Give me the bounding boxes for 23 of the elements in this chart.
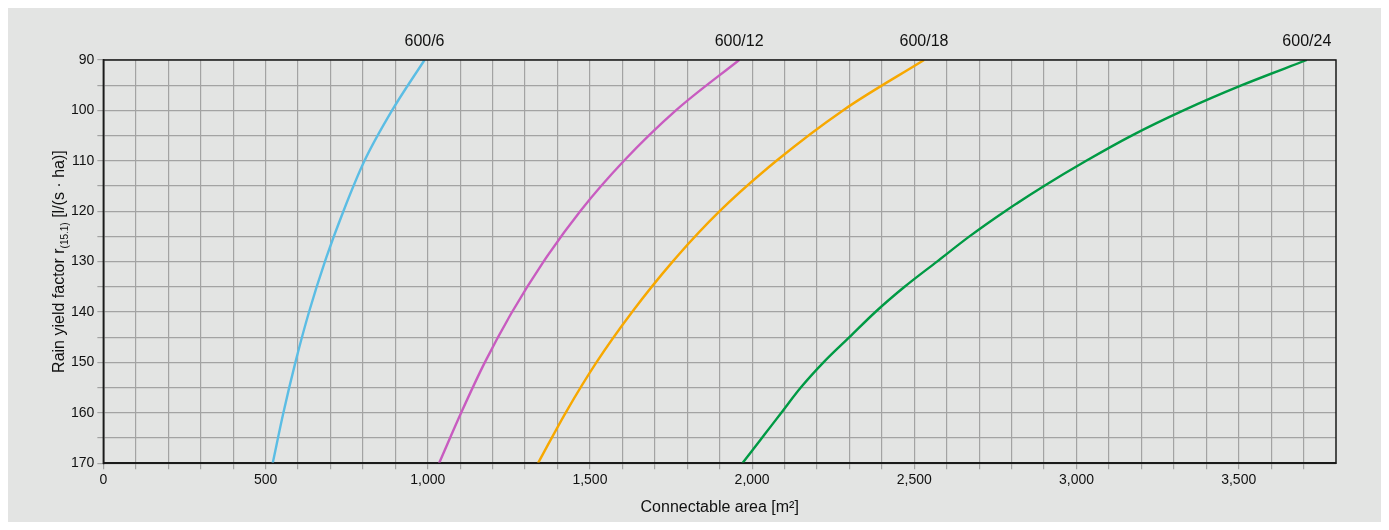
x-tick-label: 1,500 <box>572 471 608 488</box>
y-tick-label: 160 <box>71 403 95 420</box>
series-label: 600/24 <box>1282 32 1332 50</box>
y-tick-label: 100 <box>71 101 95 118</box>
x-tick-label: 2,500 <box>896 471 933 488</box>
x-tick-label: 3,500 <box>1221 471 1257 488</box>
y-axis-title: Rain yield factor r(15.1) [l/(s · ha)] <box>50 150 70 373</box>
x-tick-label: 3,000 <box>1058 471 1095 488</box>
y-tick-label: 90 <box>78 50 95 67</box>
y-tick-label: 140 <box>71 302 95 319</box>
series-label: 600/18 <box>899 32 949 50</box>
x-axis-title: Connectable area [m²] <box>640 498 799 516</box>
series-label: 600/6 <box>404 32 445 50</box>
series-label: 600/12 <box>714 32 764 50</box>
x-tick-label: 2,000 <box>734 471 770 488</box>
y-tick-label: 110 <box>72 151 95 168</box>
x-tick-label: 500 <box>253 471 278 488</box>
y-tick-label: 130 <box>71 252 95 269</box>
y-tick-label: 150 <box>71 353 95 370</box>
y-tick-label: 170 <box>71 454 95 471</box>
x-tick-label: 0 <box>99 471 108 488</box>
y-tick-label: 120 <box>71 202 95 219</box>
x-tick-label: 1,000 <box>410 471 446 488</box>
